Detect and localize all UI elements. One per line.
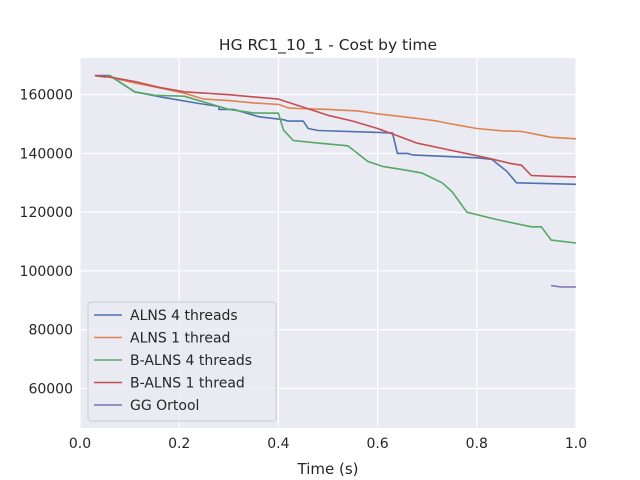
y-tick-label: 160000 [20, 88, 73, 104]
series-line-4 [94, 74, 577, 178]
y-tick-label: 60000 [28, 381, 73, 397]
series-lines [94, 74, 577, 288]
x-tick-label: 0.0 [69, 436, 91, 452]
x-tick-label: 0.2 [168, 436, 190, 452]
legend-label: ALNS 1 thread [130, 331, 230, 347]
legend-box [87, 301, 277, 422]
x-tick-label: 0.8 [466, 436, 488, 452]
y-tick-label: 140000 [20, 146, 73, 162]
x-tick-label: 0.6 [366, 436, 388, 452]
x-tick-label: 1.0 [565, 436, 587, 452]
series-line-2 [94, 74, 577, 140]
legend-label: B-ALNS 4 threads [130, 353, 252, 369]
legend-label: B-ALNS 1 thread [130, 376, 245, 392]
legend-label: ALNS 4 threads [130, 308, 238, 324]
x-axis-title: Time (s) [297, 460, 359, 478]
y-tick-label: 80000 [28, 323, 73, 339]
x-tick-labels: 0.0 0.2 0.4 0.6 0.8 1.0 [69, 436, 587, 452]
legend: ALNS 4 threads ALNS 1 thread B-ALNS 4 thre… [87, 301, 277, 422]
x-tick-label: 0.4 [267, 436, 289, 452]
series-line-5 [551, 284, 576, 288]
y-tick-labels: 60000 80000 100000 120000 140000 160000 [20, 88, 73, 398]
series-line-3 [94, 74, 577, 244]
legend-label: GG Ortool [130, 398, 199, 414]
chart-title: HG RC1_10_1 - Cost by time [219, 36, 437, 55]
y-tick-label: 120000 [20, 205, 73, 221]
series-line-1 [94, 74, 577, 186]
y-tick-label: 100000 [20, 264, 73, 280]
